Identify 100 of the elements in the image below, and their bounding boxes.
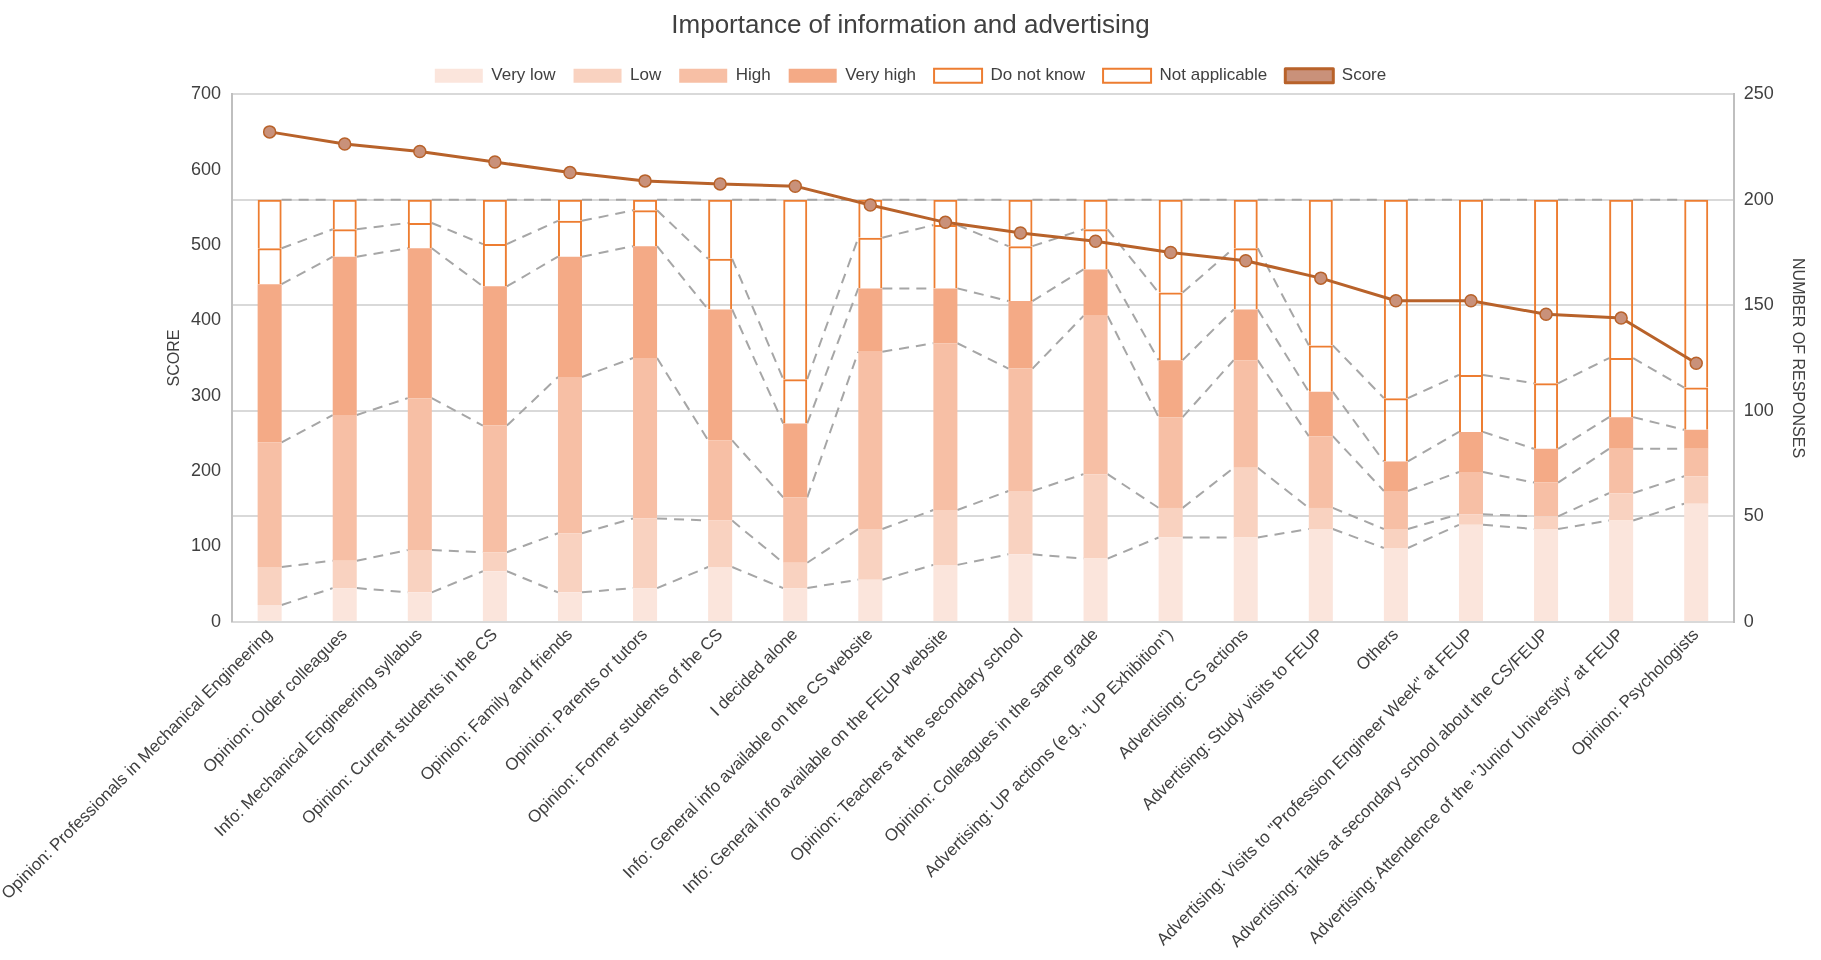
point — [563, 165, 577, 180]
bar — [1233, 467, 1258, 538]
bar — [708, 567, 733, 621]
bar — [858, 288, 883, 352]
y-tick-label: 500 — [191, 233, 222, 254]
legend-label: Low — [630, 65, 662, 85]
bar — [1008, 368, 1033, 492]
bar — [332, 415, 357, 561]
bar — [1684, 429, 1709, 449]
y2-tick-label: 100 — [1743, 399, 1774, 420]
bar — [407, 550, 432, 593]
bar — [482, 286, 507, 426]
y-tick-label: 400 — [191, 309, 222, 330]
bar — [1233, 309, 1258, 361]
bar — [1308, 391, 1333, 437]
bar — [1233, 360, 1258, 468]
bar — [858, 529, 883, 580]
legend-label: Score — [1341, 65, 1387, 85]
y-tick-label: 0 — [211, 610, 222, 631]
bar — [407, 248, 432, 399]
y-tick-label: 100 — [191, 535, 222, 556]
bar — [1008, 491, 1033, 555]
bar — [1609, 448, 1634, 494]
bar — [1083, 558, 1108, 621]
y2-tick-label: 0 — [1743, 610, 1754, 631]
bar — [1383, 529, 1408, 549]
bar — [933, 343, 958, 511]
legend-label: Do not know — [990, 65, 1086, 85]
bar — [633, 246, 658, 359]
bar — [557, 256, 582, 378]
bar — [783, 588, 808, 621]
y-axis-title: SCORE — [164, 329, 182, 387]
bar — [1008, 301, 1033, 369]
point — [1689, 356, 1703, 371]
point — [488, 155, 502, 169]
bar — [557, 533, 582, 593]
bar — [1534, 448, 1559, 483]
bar — [1083, 474, 1108, 559]
y-tick-label: 200 — [191, 460, 222, 481]
bar — [482, 571, 507, 621]
point — [1238, 254, 1253, 268]
bar — [1458, 472, 1483, 515]
point — [1013, 226, 1028, 240]
bar — [1534, 529, 1559, 621]
point — [1464, 294, 1478, 308]
legend-label: Not applicable — [1159, 65, 1268, 85]
point — [638, 174, 652, 188]
bar — [933, 288, 958, 344]
bar — [1458, 431, 1483, 473]
bar — [858, 351, 883, 530]
y2-axis-title: NUMBER OF RESPONSES — [1789, 258, 1807, 459]
legend-label: Very low — [491, 65, 557, 85]
bar — [1083, 269, 1108, 316]
bar — [257, 605, 282, 621]
bar — [1609, 520, 1634, 621]
y2-tick-label: 200 — [1743, 188, 1774, 209]
point — [863, 198, 878, 212]
bar — [633, 358, 658, 519]
point — [1088, 234, 1103, 248]
bar — [858, 579, 883, 621]
bar — [1609, 493, 1634, 521]
bar — [1308, 436, 1333, 508]
bar — [407, 398, 432, 551]
point — [788, 179, 802, 193]
bar — [257, 442, 282, 567]
point — [413, 144, 427, 159]
bar — [1458, 524, 1483, 621]
bar — [332, 256, 357, 416]
point — [938, 215, 953, 230]
bar — [1684, 448, 1709, 477]
chart-title: Importance of information and advertising — [671, 8, 1150, 39]
bar — [933, 564, 958, 621]
bar — [1158, 417, 1183, 508]
bar — [1158, 360, 1183, 418]
bar — [1308, 529, 1333, 621]
bar — [1383, 548, 1408, 621]
bar — [1609, 417, 1634, 449]
bar — [1684, 476, 1709, 504]
bar — [482, 552, 507, 572]
bar — [257, 284, 282, 443]
point — [262, 125, 277, 139]
legend-label: High — [735, 65, 771, 85]
bar — [257, 567, 282, 605]
point — [1163, 245, 1178, 260]
y2-tick-label: 50 — [1743, 505, 1764, 526]
point — [1314, 271, 1328, 285]
bar — [1158, 537, 1183, 621]
bar — [1158, 507, 1183, 538]
bar — [783, 423, 808, 498]
y-tick-label: 300 — [191, 384, 222, 405]
bar — [633, 588, 658, 621]
y2-tick-label: 150 — [1743, 294, 1774, 315]
bar — [1383, 491, 1408, 530]
bar — [1008, 554, 1033, 621]
bar — [708, 309, 733, 441]
point — [1389, 294, 1403, 308]
bar — [1308, 507, 1333, 530]
bar — [1083, 315, 1108, 475]
y-tick-label: 600 — [191, 158, 222, 179]
y-tick-label: 700 — [191, 83, 222, 104]
